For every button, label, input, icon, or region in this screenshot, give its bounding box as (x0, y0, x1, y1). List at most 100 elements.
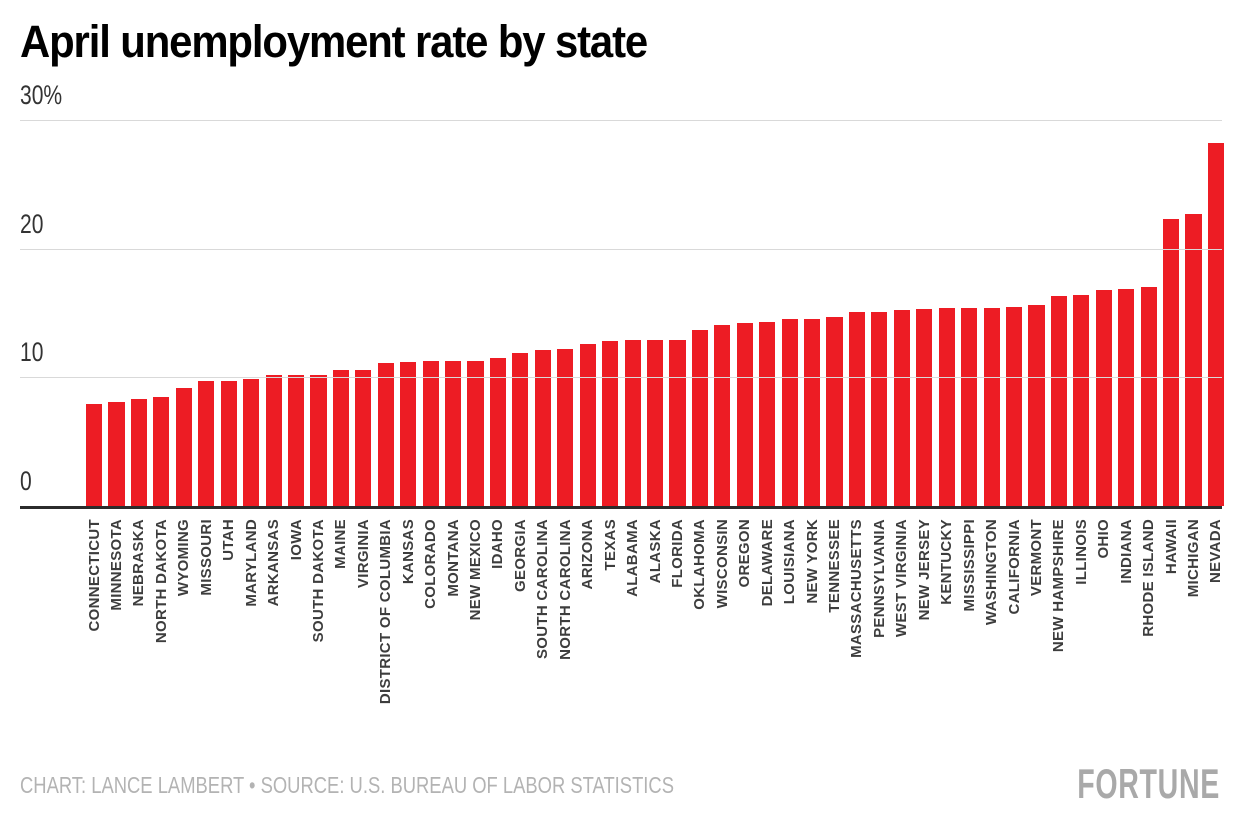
x-label-oregon: OREGON (736, 519, 753, 754)
bar-new-york (804, 319, 821, 506)
x-label-maryland: MARYLAND (242, 519, 260, 754)
x-label-text: LOUISIANA (781, 519, 799, 605)
x-label-text: WASHINGTON (983, 519, 1001, 626)
x-label-kentucky: KENTUCKY (938, 519, 956, 754)
bar-georgia (512, 352, 529, 506)
x-label-text: MAINE (332, 519, 350, 569)
x-label-california: CALIFORNIA (1005, 519, 1023, 754)
x-label-minnesota: MINNESOTA (108, 519, 125, 754)
bar-wisconsin (714, 324, 731, 506)
bar-vermont (1028, 305, 1045, 506)
bar-alaska (646, 340, 664, 506)
bar-arkansas (265, 374, 282, 506)
x-label-text: SOUTH DAKOTA (309, 519, 327, 643)
bar-indiana (1118, 288, 1135, 506)
x-label-maine: MAINE (332, 519, 350, 754)
x-label-tennessee: TENNESSEE (826, 519, 843, 754)
x-label-text: SOUTH CAROLINA (534, 519, 552, 660)
bar-louisiana (781, 319, 798, 506)
x-label-arizona: ARIZONA (579, 519, 596, 754)
fortune-logo: FORTUNE (1077, 760, 1220, 807)
x-label-text: MINNESOTA (108, 519, 125, 611)
x-label-wisconsin: WISCONSIN (713, 519, 731, 754)
x-label-idaho: IDAHO (489, 519, 507, 754)
x-label-south-carolina: SOUTH CAROLINA (534, 519, 552, 754)
x-label-text: NEW HAMPSHIRE (1050, 519, 1068, 653)
x-label-text: CALIFORNIA (1005, 519, 1023, 615)
x-label-text: CONNECTICUT (85, 519, 103, 632)
x-label-text: NEW YORK (803, 519, 821, 604)
bar-washington (983, 307, 1000, 506)
x-label-rhode-island: RHODE ISLAND (1140, 519, 1158, 754)
x-label-text: NEVADA (1207, 519, 1225, 584)
bar-north-dakota (153, 396, 170, 506)
bar-iowa (287, 374, 305, 506)
bar-new-mexico (467, 360, 484, 506)
x-label-text: KENTUCKY (938, 519, 956, 605)
x-label-text: OHIO (1095, 519, 1113, 559)
x-label-text: NORTH CAROLINA (556, 519, 574, 660)
bar-massachusetts (848, 311, 866, 506)
x-label-text: INDIANA (1117, 519, 1135, 584)
x-label-text: KANSAS (399, 519, 417, 585)
x-label-text: UTAH (220, 519, 238, 561)
bar-missouri (198, 381, 215, 506)
x-label-louisiana: LOUISIANA (781, 519, 799, 754)
x-label-connecticut: CONNECTICUT (85, 519, 103, 754)
x-label-oklahoma: OKLAHOMA (691, 519, 708, 754)
x-axis-labels: CONNECTICUT MINNESOTA NEBRASKA NORTH DAKOTA… (85, 519, 1225, 754)
x-label-text: TEXAS (601, 519, 619, 571)
bar-new-jersey (916, 309, 933, 506)
y-tick-label-10: 10 (20, 337, 44, 368)
x-label-north-dakota: NORTH DAKOTA (153, 519, 170, 754)
x-label-text: WEST VIRGINIA (893, 519, 911, 638)
x-label-text: IDAHO (489, 519, 507, 569)
bar-hawaii (1163, 219, 1180, 506)
x-label-montana: MONTANA (444, 519, 462, 754)
bars-container (86, 120, 1225, 506)
bar-new-hampshire (1050, 296, 1067, 506)
x-label-district-of-columbia: DISTRICT OF COLUMBIA (377, 519, 395, 754)
x-label-virginia: VIRGINIA (354, 519, 372, 754)
x-label-massachusetts: MASSACHUSETTS (848, 519, 866, 754)
bar-north-carolina (557, 349, 574, 506)
x-label-text: MICHIGAN (1185, 519, 1202, 598)
x-label-text: IOWA (287, 519, 305, 561)
bar-tennessee (826, 316, 843, 506)
x-label-new-mexico: NEW MEXICO (467, 519, 484, 754)
x-label-missouri: MISSOURI (198, 519, 215, 754)
x-label-illinois: ILLINOIS (1073, 519, 1090, 754)
bar-arizona (579, 343, 596, 506)
x-label-alabama: ALABAMA (624, 519, 641, 754)
bar-pennsylvania (871, 311, 888, 506)
x-label-kansas: KANSAS (399, 519, 417, 754)
x-label-text: MISSISSIPPI (960, 519, 978, 612)
x-label-text: MASSACHUSETTS (848, 519, 866, 658)
x-label-vermont: VERMONT (1028, 519, 1045, 754)
x-label-pennsylvania: PENNSYLVANIA (870, 519, 888, 754)
bar-minnesota (108, 401, 125, 506)
x-label-south-dakota: SOUTH DAKOTA (309, 519, 327, 754)
x-label-text: MARYLAND (242, 519, 260, 607)
x-label-text: MONTANA (444, 519, 462, 597)
x-label-text: VIRGINIA (354, 519, 372, 589)
x-label-text: WISCONSIN (713, 519, 731, 609)
bar-south-dakota (310, 374, 327, 506)
bar-california (1005, 306, 1023, 506)
bar-maine (332, 369, 349, 506)
bar-delaware (759, 322, 776, 506)
gridline-20 (20, 248, 1222, 250)
x-label-text: PENNSYLVANIA (870, 519, 888, 638)
bar-oklahoma (691, 329, 708, 506)
x-label-text: TENNESSEE (826, 519, 843, 613)
bar-texas (602, 341, 619, 506)
x-label-text: GEORGIA (511, 519, 529, 592)
x-label-text: RHODE ISLAND (1140, 519, 1158, 637)
x-label-text: DISTRICT OF COLUMBIA (377, 519, 395, 705)
bar-rhode-island (1140, 287, 1157, 506)
bar-utah (220, 381, 237, 506)
gridline-30 (20, 120, 1222, 121)
x-label-texas: TEXAS (601, 519, 619, 754)
bar-wyoming (175, 387, 192, 506)
